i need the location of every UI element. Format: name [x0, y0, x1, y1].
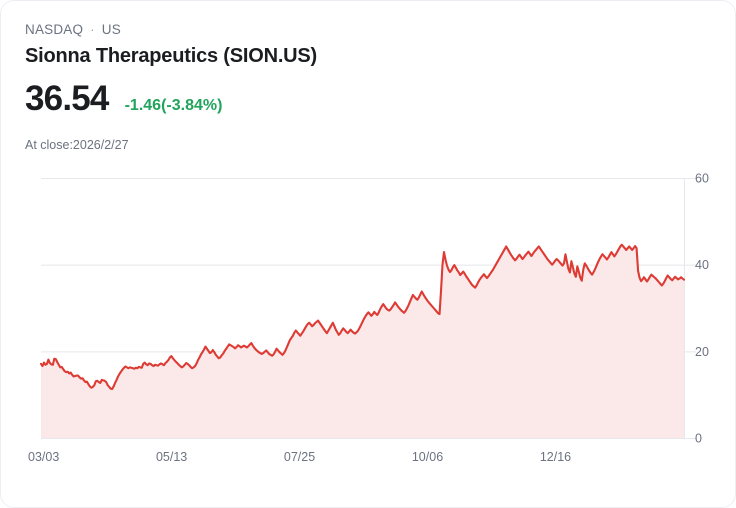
- price-chart[interactable]: 0 20 40 60 03/03 05/13 07/25 10/06 12/16: [1, 161, 736, 481]
- price-row: 36.54 -1.46(-3.84%): [25, 79, 222, 119]
- chart-canvas[interactable]: 0 20 40 60 03/03 05/13 07/25 10/06 12/16: [1, 161, 736, 481]
- chart-line: [39, 243, 686, 391]
- y-axis-tick-label: 40: [695, 258, 709, 272]
- x-axis-tick-label: 12/16: [540, 450, 571, 464]
- x-axis-tick-label: 10/06: [412, 450, 443, 464]
- price-change: -1.46(-3.84%): [124, 97, 223, 114]
- separator-dot: ·: [90, 22, 95, 37]
- region-label: US: [101, 22, 121, 37]
- x-axis-tick-label: 03/03: [28, 450, 59, 464]
- exchange-label: NASDAQ: [25, 22, 84, 37]
- y-axis-tick-label: 0: [695, 432, 702, 446]
- y-axis-tick-label: 20: [695, 345, 709, 359]
- x-axis-tick-label: 05/13: [156, 450, 187, 464]
- page-title: Sionna Therapeutics (SION.US): [25, 45, 318, 67]
- market-status: At close:2026/2/27: [25, 138, 129, 152]
- current-price: 36.54: [25, 79, 109, 118]
- y-axis-tick-label: 60: [695, 172, 709, 186]
- exchange-row: NASDAQ · US: [25, 21, 711, 39]
- quote-header: NASDAQ · US Sionna Therapeutics (SION.US…: [25, 21, 711, 69]
- x-axis-tick-label: 07/25: [284, 450, 315, 464]
- chart-area-fill: [41, 244, 684, 438]
